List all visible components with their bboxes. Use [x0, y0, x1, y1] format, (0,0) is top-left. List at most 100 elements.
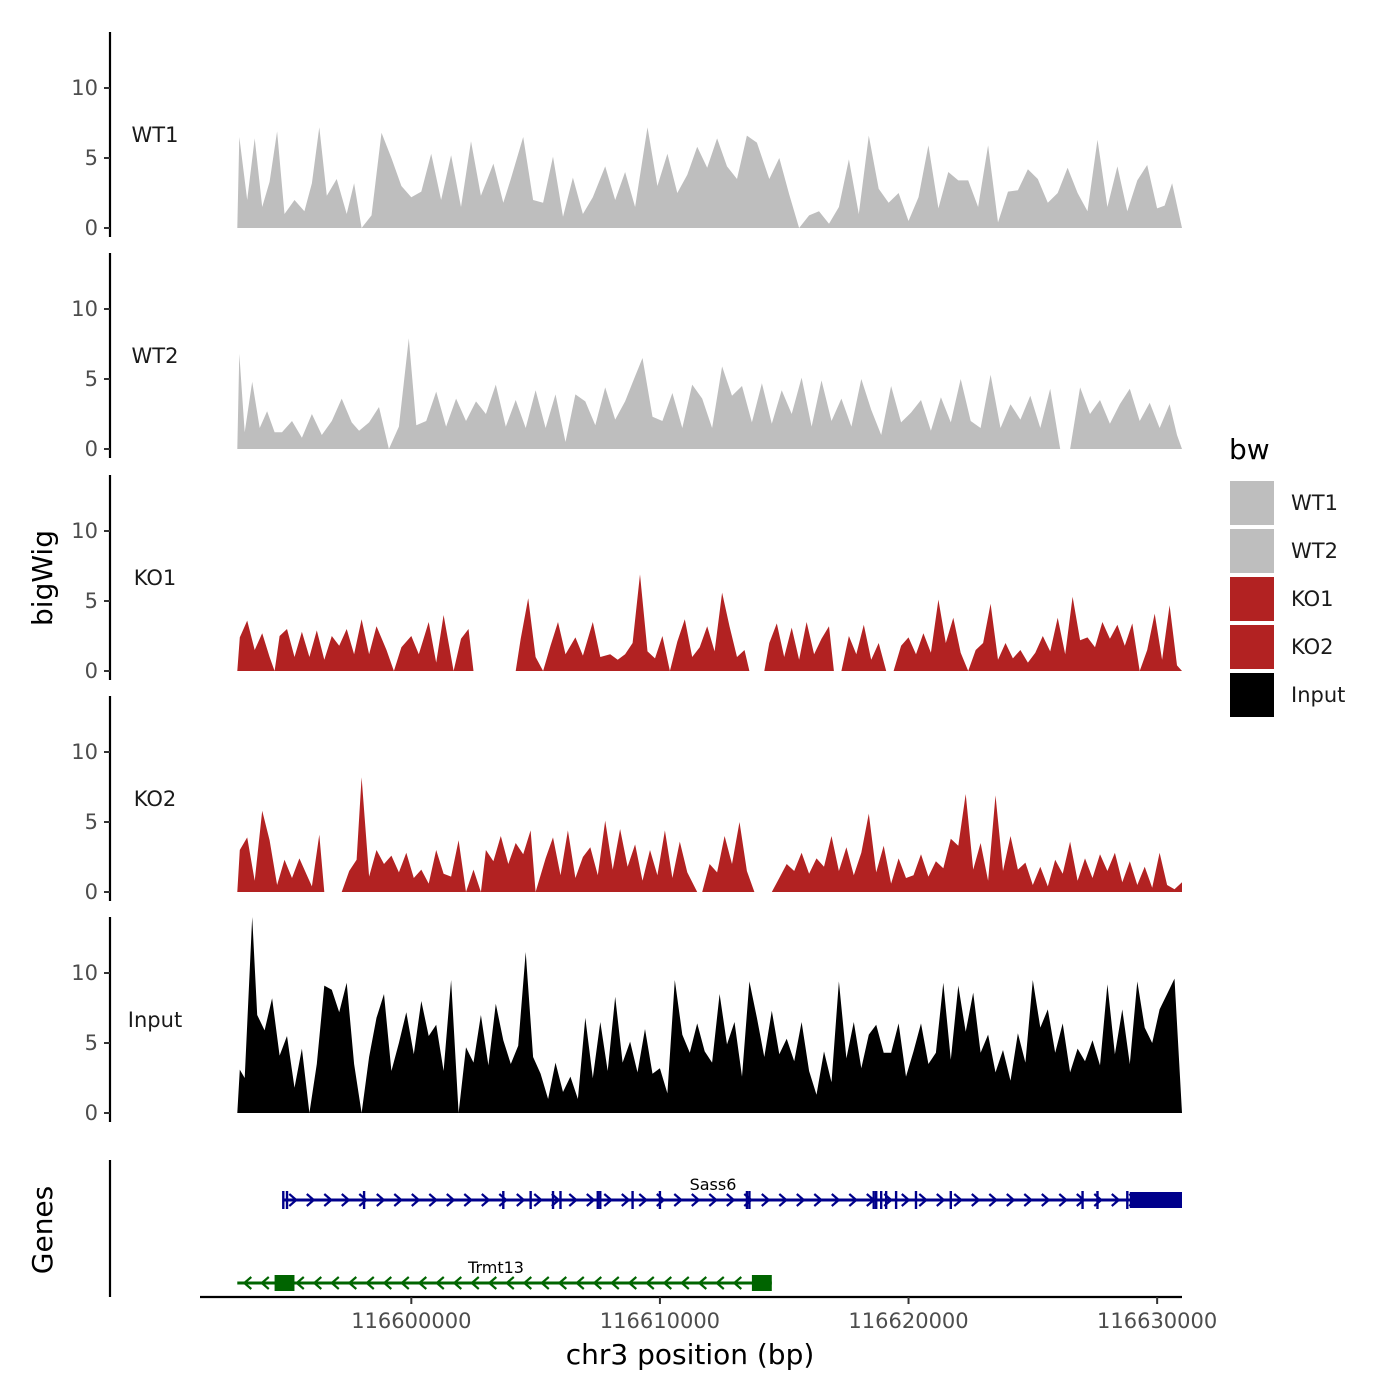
x-tick-label: 116620000	[848, 1309, 968, 1333]
strand-arrow	[680, 1276, 690, 1290]
strand-arrow	[662, 1276, 673, 1290]
strand-arrow	[393, 1193, 403, 1207]
track-ko1: 0 5 10 KO1	[71, 475, 1183, 683]
y-axis-title: bigWig	[26, 530, 59, 626]
strand-arrow	[568, 1193, 578, 1207]
strand-arrow	[1111, 1193, 1121, 1207]
legend-label: KO1	[1291, 587, 1334, 611]
strand-arrow	[557, 1276, 568, 1290]
legend-swatch	[1230, 577, 1274, 621]
strand-arrow	[796, 1193, 806, 1207]
exon-block	[1129, 1192, 1182, 1208]
legend-label: Input	[1291, 683, 1345, 707]
strand-arrow	[708, 1193, 718, 1207]
x-tick-label: 116600000	[351, 1309, 471, 1333]
strand-arrow	[645, 1276, 655, 1290]
y-tick-label: 0	[85, 216, 98, 240]
gene-label: Trmt13	[467, 1258, 524, 1277]
y-tick-label: 0	[85, 880, 98, 904]
coverage-area	[237, 127, 1183, 228]
strand-arrow	[341, 1193, 351, 1207]
strand-arrow	[592, 1276, 603, 1290]
strand-arrow	[481, 1193, 491, 1207]
strand-arrow	[715, 1276, 725, 1290]
y-tick-label: 5	[85, 146, 98, 170]
strand-arrow	[498, 1193, 508, 1207]
x-axis-title: chr3 position (bp)	[566, 1338, 815, 1371]
coverage-tracks: 0 5 10 WT1 0 5 10 WT2 0 5 10 KO1 0 5 10 KO2 0 5 10 Input	[71, 32, 1183, 1125]
track-label: Input	[128, 1008, 182, 1032]
strand-arrow	[505, 1276, 515, 1290]
legend-title: bw	[1229, 433, 1270, 466]
y-tick-label: 10	[71, 297, 98, 321]
track-label: WT1	[132, 123, 179, 147]
genes-axis-title: Genes	[26, 1186, 59, 1274]
strand-arrow	[487, 1276, 498, 1290]
strand-arrow	[918, 1193, 928, 1207]
legend-label: WT1	[1291, 491, 1338, 515]
strand-arrow	[726, 1193, 736, 1207]
strand-arrow	[540, 1276, 550, 1290]
legend-swatch	[1230, 529, 1274, 573]
strand-arrow	[732, 1276, 743, 1290]
gene-sass6: Sass6	[282, 1175, 1182, 1209]
strand-arrow	[1041, 1193, 1051, 1207]
strand-arrow	[288, 1193, 298, 1207]
strand-arrow	[831, 1193, 841, 1207]
y-tick-label: 5	[85, 589, 98, 613]
strand-arrow	[312, 1276, 323, 1290]
strand-arrow	[306, 1193, 316, 1207]
strand-arrow	[463, 1193, 473, 1207]
strand-arrow	[673, 1193, 683, 1207]
strand-arrow	[400, 1276, 410, 1290]
strand-arrow	[411, 1193, 421, 1207]
strand-arrow	[813, 1193, 823, 1207]
track-input: 0 5 10 Input	[71, 917, 1183, 1125]
y-tick-label: 10	[71, 740, 98, 764]
strand-arrow	[452, 1276, 463, 1290]
y-tick-label: 5	[85, 1031, 98, 1055]
strand-arrow	[936, 1193, 946, 1207]
y-tick-label: 5	[85, 367, 98, 391]
strand-arrow	[516, 1193, 526, 1207]
legend-label: KO2	[1291, 635, 1334, 659]
strand-arrow	[382, 1276, 393, 1290]
legend-swatch	[1230, 673, 1274, 717]
strand-arrow	[522, 1276, 533, 1290]
strand-arrow	[627, 1276, 638, 1290]
strand-arrow	[848, 1193, 858, 1207]
strand-arrow	[621, 1193, 631, 1207]
strand-arrow	[761, 1193, 771, 1207]
exon-block	[274, 1275, 295, 1291]
strand-arrow	[603, 1193, 613, 1207]
legend: bw WT1 WT2 KO1 KO2 Input	[1229, 433, 1345, 717]
legend-label: WT2	[1291, 539, 1338, 563]
strand-arrow	[691, 1193, 701, 1207]
strand-arrow	[1058, 1193, 1068, 1207]
strand-arrow	[417, 1276, 428, 1290]
x-tick-label: 116610000	[600, 1309, 720, 1333]
y-tick-label: 10	[71, 961, 98, 985]
strand-arrow	[533, 1193, 543, 1207]
gene-trmt13: Trmt13	[237, 1258, 772, 1291]
strand-arrow	[323, 1193, 333, 1207]
strand-arrow	[610, 1276, 620, 1290]
strand-arrow	[586, 1193, 596, 1207]
strand-arrow	[575, 1276, 585, 1290]
coverage-area	[237, 574, 1183, 671]
strand-arrow	[428, 1193, 438, 1207]
track-label: KO1	[134, 566, 177, 590]
strand-arrow	[1023, 1193, 1033, 1207]
strand-arrow	[260, 1276, 270, 1290]
strand-arrow	[697, 1276, 708, 1290]
strand-arrow	[1076, 1193, 1086, 1207]
x-axis: 116600000 116610000 116620000 116630000	[200, 1295, 1217, 1333]
track-label: KO2	[134, 787, 177, 811]
strand-arrow	[446, 1193, 456, 1207]
coverage-area	[237, 777, 1183, 892]
strand-arrow	[435, 1276, 445, 1290]
y-tick-label: 5	[85, 810, 98, 834]
coverage-area	[237, 917, 1183, 1113]
strand-arrow	[330, 1276, 340, 1290]
